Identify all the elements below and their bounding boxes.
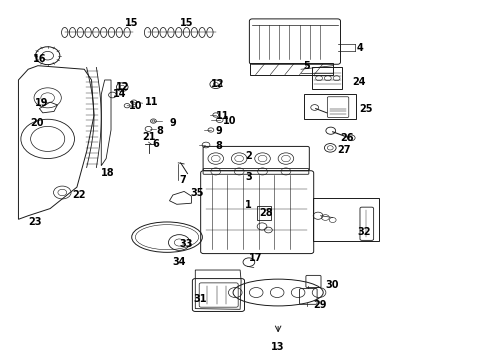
Text: 11: 11 (216, 111, 229, 121)
Text: 9: 9 (216, 126, 222, 136)
Text: 23: 23 (28, 217, 41, 227)
Bar (313, 198, 379, 241)
Text: 32: 32 (358, 227, 371, 237)
Text: 34: 34 (172, 257, 185, 267)
Text: 15: 15 (125, 18, 139, 28)
Text: 21: 21 (143, 132, 156, 142)
Text: 12: 12 (116, 82, 129, 92)
Bar (250, 63, 333, 75)
Text: 1: 1 (245, 200, 252, 210)
Text: 6: 6 (152, 139, 159, 149)
Text: 19: 19 (34, 98, 48, 108)
Text: 18: 18 (101, 168, 115, 178)
Text: 30: 30 (325, 280, 339, 291)
Text: 2: 2 (245, 151, 252, 161)
Text: 10: 10 (223, 116, 237, 126)
Text: 4: 4 (357, 43, 364, 53)
Bar (304, 94, 356, 119)
Text: 28: 28 (260, 208, 273, 218)
Text: 8: 8 (156, 126, 163, 136)
Text: 9: 9 (170, 118, 176, 128)
Bar (257, 206, 271, 220)
Text: 25: 25 (360, 104, 373, 113)
Text: 10: 10 (129, 102, 143, 111)
Text: 33: 33 (179, 239, 193, 249)
Text: 5: 5 (303, 61, 310, 71)
Text: 31: 31 (194, 294, 207, 303)
Text: 24: 24 (352, 77, 366, 87)
Text: 13: 13 (271, 342, 285, 352)
Text: 29: 29 (313, 300, 327, 310)
Text: 11: 11 (145, 97, 159, 107)
Bar (312, 67, 343, 89)
Text: 14: 14 (113, 89, 126, 99)
Text: 22: 22 (72, 190, 86, 200)
Text: 35: 35 (191, 188, 204, 198)
Text: 17: 17 (249, 253, 263, 263)
Text: 12: 12 (211, 78, 224, 89)
Text: 20: 20 (30, 118, 44, 128)
Text: 7: 7 (179, 175, 186, 185)
Text: 8: 8 (216, 141, 222, 152)
Text: 27: 27 (338, 145, 351, 155)
Text: 15: 15 (180, 18, 193, 28)
Text: 16: 16 (33, 54, 47, 64)
Text: 26: 26 (340, 133, 353, 143)
Text: 3: 3 (245, 172, 252, 183)
